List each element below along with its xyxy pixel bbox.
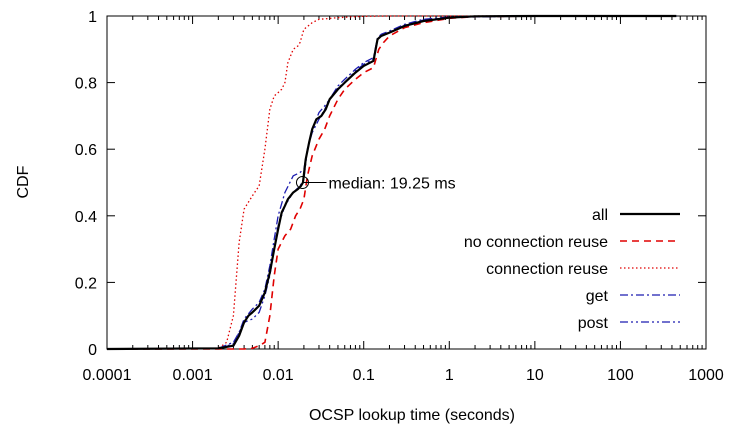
legend-label-post: post <box>578 315 609 332</box>
x-axis-title: OCSP lookup time (seconds) <box>309 407 515 424</box>
x-tick-label: 1 <box>445 367 454 384</box>
series-line-connection-reuse <box>106 15 677 350</box>
x-tick-label: 0.001 <box>173 367 213 384</box>
y-tick-label: 0.4 <box>75 209 97 226</box>
x-tick-label: 0.0001 <box>83 367 132 384</box>
median-label: median: 19.25 ms <box>328 176 455 193</box>
median-marker <box>295 176 309 189</box>
x-tick-label: 0.1 <box>353 367 375 384</box>
legend-label-no-connection-reuse: no connection reuse <box>464 234 608 251</box>
median-annotation: median: 19.25 ms <box>295 176 456 193</box>
legend: all no connection reuse connection reuse ge… <box>464 207 680 332</box>
y-tick-label: 0.8 <box>75 76 97 93</box>
legend-label-connection-reuse: connection reuse <box>486 261 608 278</box>
x-tick-label: 0.01 <box>263 367 294 384</box>
series-lines <box>106 14 677 351</box>
y-tick-label: 0.2 <box>75 275 97 292</box>
y-axis-title: CDF <box>15 165 32 198</box>
x-tick-label: 1000 <box>688 367 724 384</box>
series-line-all <box>106 14 677 351</box>
series-line-no-connection-reuse <box>107 15 677 350</box>
x-tick-label: 10 <box>526 367 544 384</box>
legend-label-get: get <box>586 288 609 305</box>
x-tick-label: 100 <box>607 367 634 384</box>
y-tick-label: 1 <box>88 9 97 26</box>
y-tick-label: 0 <box>88 342 97 359</box>
axes: 0.0001 0.001 0.01 0.1 1 10 100 1000 0 0.2 0.4 0.6 0.… <box>75 9 724 384</box>
y-tick-label: 0.6 <box>75 142 97 159</box>
legend-label-all: all <box>592 207 608 224</box>
